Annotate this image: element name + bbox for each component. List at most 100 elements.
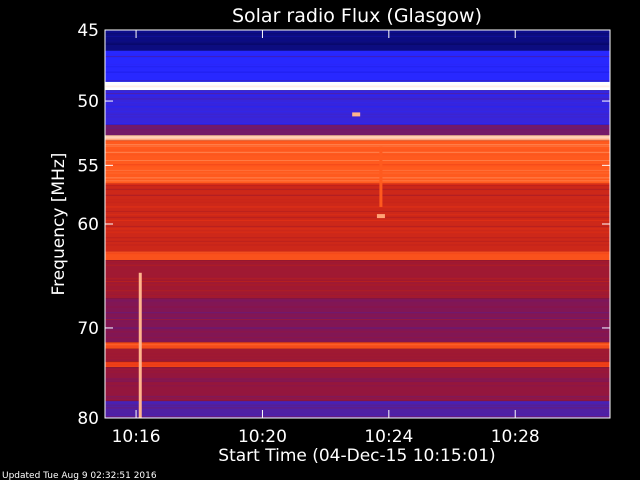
- texture-streak: [105, 31, 610, 33]
- texture-streak: [105, 279, 610, 281]
- texture-streak: [105, 92, 610, 94]
- texture-streak: [105, 252, 610, 254]
- texture-streak: [105, 105, 610, 107]
- burst-vertical-0: [379, 146, 383, 207]
- texture-streak: [105, 180, 610, 182]
- texture-streak: [105, 206, 610, 208]
- texture-streak: [105, 404, 610, 406]
- chart-title: Solar radio Flux (Glasgow): [232, 5, 482, 27]
- texture-streak: [105, 151, 610, 153]
- texture-streak: [105, 264, 610, 266]
- texture-streak: [105, 216, 610, 218]
- texture-streak: [105, 294, 610, 296]
- texture-streak: [105, 80, 610, 82]
- texture-streak: [105, 353, 610, 355]
- texture-streak: [105, 395, 610, 397]
- texture-streak: [105, 340, 610, 342]
- texture-streak: [105, 378, 610, 380]
- texture-streak: [105, 85, 610, 87]
- x-tick-label-10:20: 10:20: [238, 427, 287, 447]
- texture-streak: [105, 277, 610, 279]
- texture-streak: [105, 237, 610, 239]
- texture-streak: [105, 414, 610, 416]
- intensity-band-8: [105, 251, 610, 261]
- texture-streak: [105, 54, 610, 56]
- intensity-band-6: [105, 140, 610, 184]
- texture-streak: [105, 140, 610, 142]
- texture-streak: [105, 317, 610, 319]
- texture-streak: [105, 341, 610, 343]
- texture-streak: [105, 35, 610, 37]
- intensity-bands: [105, 30, 610, 418]
- y-tick-label-45: 45: [77, 21, 99, 41]
- texture-streak: [105, 102, 610, 104]
- texture-streak: [105, 276, 610, 278]
- y-tick-label-60: 60: [77, 215, 99, 235]
- texture-streak: [105, 139, 610, 141]
- texture-streak: [105, 189, 610, 191]
- texture-streak: [105, 42, 610, 44]
- intensity-band-14: [105, 367, 610, 401]
- y-tick-label-55: 55: [77, 156, 99, 176]
- texture-streak: [105, 201, 610, 203]
- texture-streak: [105, 240, 610, 242]
- texture-streak: [105, 337, 610, 339]
- texture-streak: [105, 91, 610, 93]
- texture-streak: [105, 86, 610, 88]
- texture-streak: [105, 360, 610, 362]
- texture-streak: [105, 318, 610, 320]
- texture-streak: [105, 83, 610, 85]
- texture-streak: [105, 294, 610, 296]
- texture-streak: [105, 253, 610, 255]
- texture-streak: [105, 382, 610, 384]
- texture-streak: [105, 187, 610, 189]
- texture-streak: [105, 202, 610, 204]
- burst-spot-3: [352, 112, 361, 117]
- texture-streak: [105, 55, 610, 57]
- texture-streak: [105, 413, 610, 415]
- intensity-band-5: [105, 135, 610, 141]
- texture-streak: [105, 285, 610, 287]
- texture-streak: [105, 220, 610, 222]
- texture-streak: [105, 397, 610, 399]
- texture-streak: [105, 68, 610, 70]
- texture-streak: [105, 149, 610, 151]
- texture-streak: [105, 71, 610, 73]
- texture-streak: [105, 185, 610, 187]
- texture-streak: [105, 136, 610, 138]
- texture-streak: [105, 160, 610, 162]
- texture-streak: [105, 280, 610, 282]
- texture-streak: [105, 364, 610, 366]
- texture-streak: [105, 172, 610, 174]
- x-tick-label-10:24: 10:24: [364, 427, 413, 447]
- y-axis-title: Frequency [MHz]: [49, 153, 69, 296]
- texture-streak: [105, 165, 610, 167]
- texture-streak: [105, 416, 610, 418]
- texture-streak: [105, 371, 610, 373]
- texture-streak: [105, 284, 610, 286]
- texture-streak: [105, 66, 610, 68]
- texture-streak: [105, 63, 610, 65]
- x-tick-label-10:16: 10:16: [112, 427, 161, 447]
- texture-streak: [105, 328, 610, 330]
- texture-streak: [105, 144, 610, 146]
- y-tick-label-80: 80: [77, 409, 99, 429]
- texture-streak: [105, 79, 610, 81]
- texture-streak: [105, 402, 610, 404]
- texture-streak: [105, 299, 610, 301]
- texture-streak: [105, 43, 610, 45]
- texture-streak: [105, 127, 610, 129]
- texture-streak: [105, 320, 610, 322]
- texture-streak: [105, 194, 610, 196]
- texture-streak: [105, 199, 610, 201]
- updated-timestamp: Updated Tue Aug 9 02:32:51 2016: [2, 471, 157, 480]
- texture-streak: [105, 356, 610, 358]
- texture-streak: [105, 98, 610, 100]
- texture-streak: [105, 280, 610, 282]
- texture-streak: [105, 231, 610, 233]
- y-axis: 45 50 55 60 70 80: [77, 21, 610, 429]
- texture-streak: [105, 40, 610, 42]
- texture-streak: [105, 32, 610, 34]
- texture-streak: [105, 225, 610, 227]
